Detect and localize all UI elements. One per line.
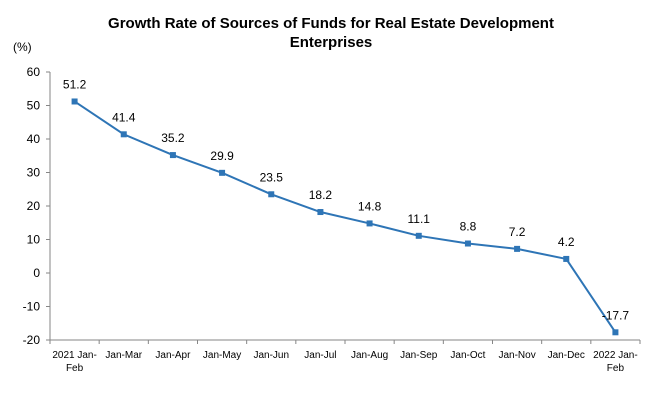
data-point-marker: [464, 240, 471, 247]
x-tick-label: Jan-May: [203, 350, 241, 361]
data-label: 4.2: [558, 235, 575, 249]
x-tick-label-line: Feb: [607, 363, 625, 374]
x-tick-label-line: Jan-Apr: [155, 350, 191, 361]
data-label: 18.2: [309, 188, 333, 202]
x-tick-label: Jan-Jul: [304, 350, 336, 361]
data-point-marker: [415, 232, 422, 239]
x-tick-label: Jan-Jun: [253, 350, 289, 361]
x-tick-label: 2022 Jan- Feb: [593, 350, 637, 374]
axes: -20 -10 0 10 20 30 40 50 60 2021 Jan- Feb Jan-Mar Ja…: [23, 65, 641, 374]
data-label: 8.8: [460, 220, 477, 234]
data-point-marker: [366, 220, 373, 227]
y-tick-label: 30: [27, 166, 41, 180]
data-label: 23.5: [260, 170, 284, 184]
x-tick-label-line: Jan-Oct: [450, 350, 485, 361]
y-tick-label: 40: [27, 132, 41, 146]
series-line: [74, 100, 617, 333]
data-label: 51.2: [63, 77, 87, 91]
x-tick-label-line: Jan-Mar: [105, 350, 142, 361]
data-point-marker: [514, 245, 521, 252]
y-tick-label: 50: [27, 99, 41, 113]
data-labels: 51.2 41.4 35.2 29.9 23.5 18.2 14.8 11.1 8.8 7.2 4.…: [63, 77, 630, 322]
data-point-marker: [120, 131, 127, 138]
data-label: 14.8: [358, 199, 382, 213]
x-tick-label-line: Jan-Jul: [304, 350, 336, 361]
x-tick-label-line: Jan-Aug: [351, 350, 388, 361]
x-tick-label: Jan-Apr: [155, 350, 191, 361]
chart-title-line-1: Growth Rate of Sources of Funds for Real…: [108, 15, 554, 32]
x-tick-label-line: Jan-Sep: [400, 350, 438, 361]
data-label: -17.7: [602, 308, 630, 322]
y-tick-label: 20: [27, 199, 41, 213]
x-tick-label-line: Jan-Nov: [498, 350, 535, 361]
chart-title-line-2: Enterprises: [289, 34, 373, 51]
x-tick-label-line: Jan-Dec: [548, 350, 585, 361]
data-point-marker: [268, 191, 275, 198]
y-tick-label: -10: [23, 300, 41, 314]
x-tick-label: Jan-Nov: [498, 350, 535, 361]
data-label: 35.2: [161, 131, 185, 145]
x-tick-label-line: 2022 Jan-: [593, 350, 637, 361]
data-label: 7.2: [509, 225, 526, 239]
data-point-marker: [612, 329, 619, 336]
x-tick-label-line: Jan-May: [203, 350, 241, 361]
data-point-marker: [71, 98, 78, 105]
data-point-marker: [219, 169, 226, 176]
x-tick-label: Jan-Dec: [548, 350, 585, 361]
data-label: 11.1: [408, 212, 431, 226]
y-tick-label: 60: [27, 65, 41, 79]
y-tick-label: -20: [23, 333, 41, 347]
y-tick-label: 10: [27, 233, 41, 247]
data-label: 29.9: [210, 149, 234, 163]
x-tick-label-line: 2021 Jan-: [52, 350, 96, 361]
data-point-marker: [169, 152, 176, 159]
x-tick-label: Jan-Oct: [450, 350, 485, 361]
data-label: 41.4: [112, 110, 136, 124]
x-tick-label: Jan-Mar: [105, 350, 142, 361]
x-tick-label-line: Jan-Jun: [253, 350, 289, 361]
x-tick-label: Jan-Sep: [400, 350, 438, 361]
x-tick-label: 2021 Jan- Feb: [52, 350, 96, 374]
x-tick-label: Jan-Aug: [351, 350, 388, 361]
x-tick-label-line: Feb: [66, 363, 84, 374]
y-axis-unit-label: (%): [13, 40, 32, 54]
data-point-marker: [317, 209, 324, 216]
data-point-marker: [563, 255, 570, 262]
y-tick-label: 0: [33, 266, 40, 280]
chart-title: Growth Rate of Sources of Funds for Real…: [0, 14, 662, 52]
series-growth-rate: [71, 98, 619, 336]
